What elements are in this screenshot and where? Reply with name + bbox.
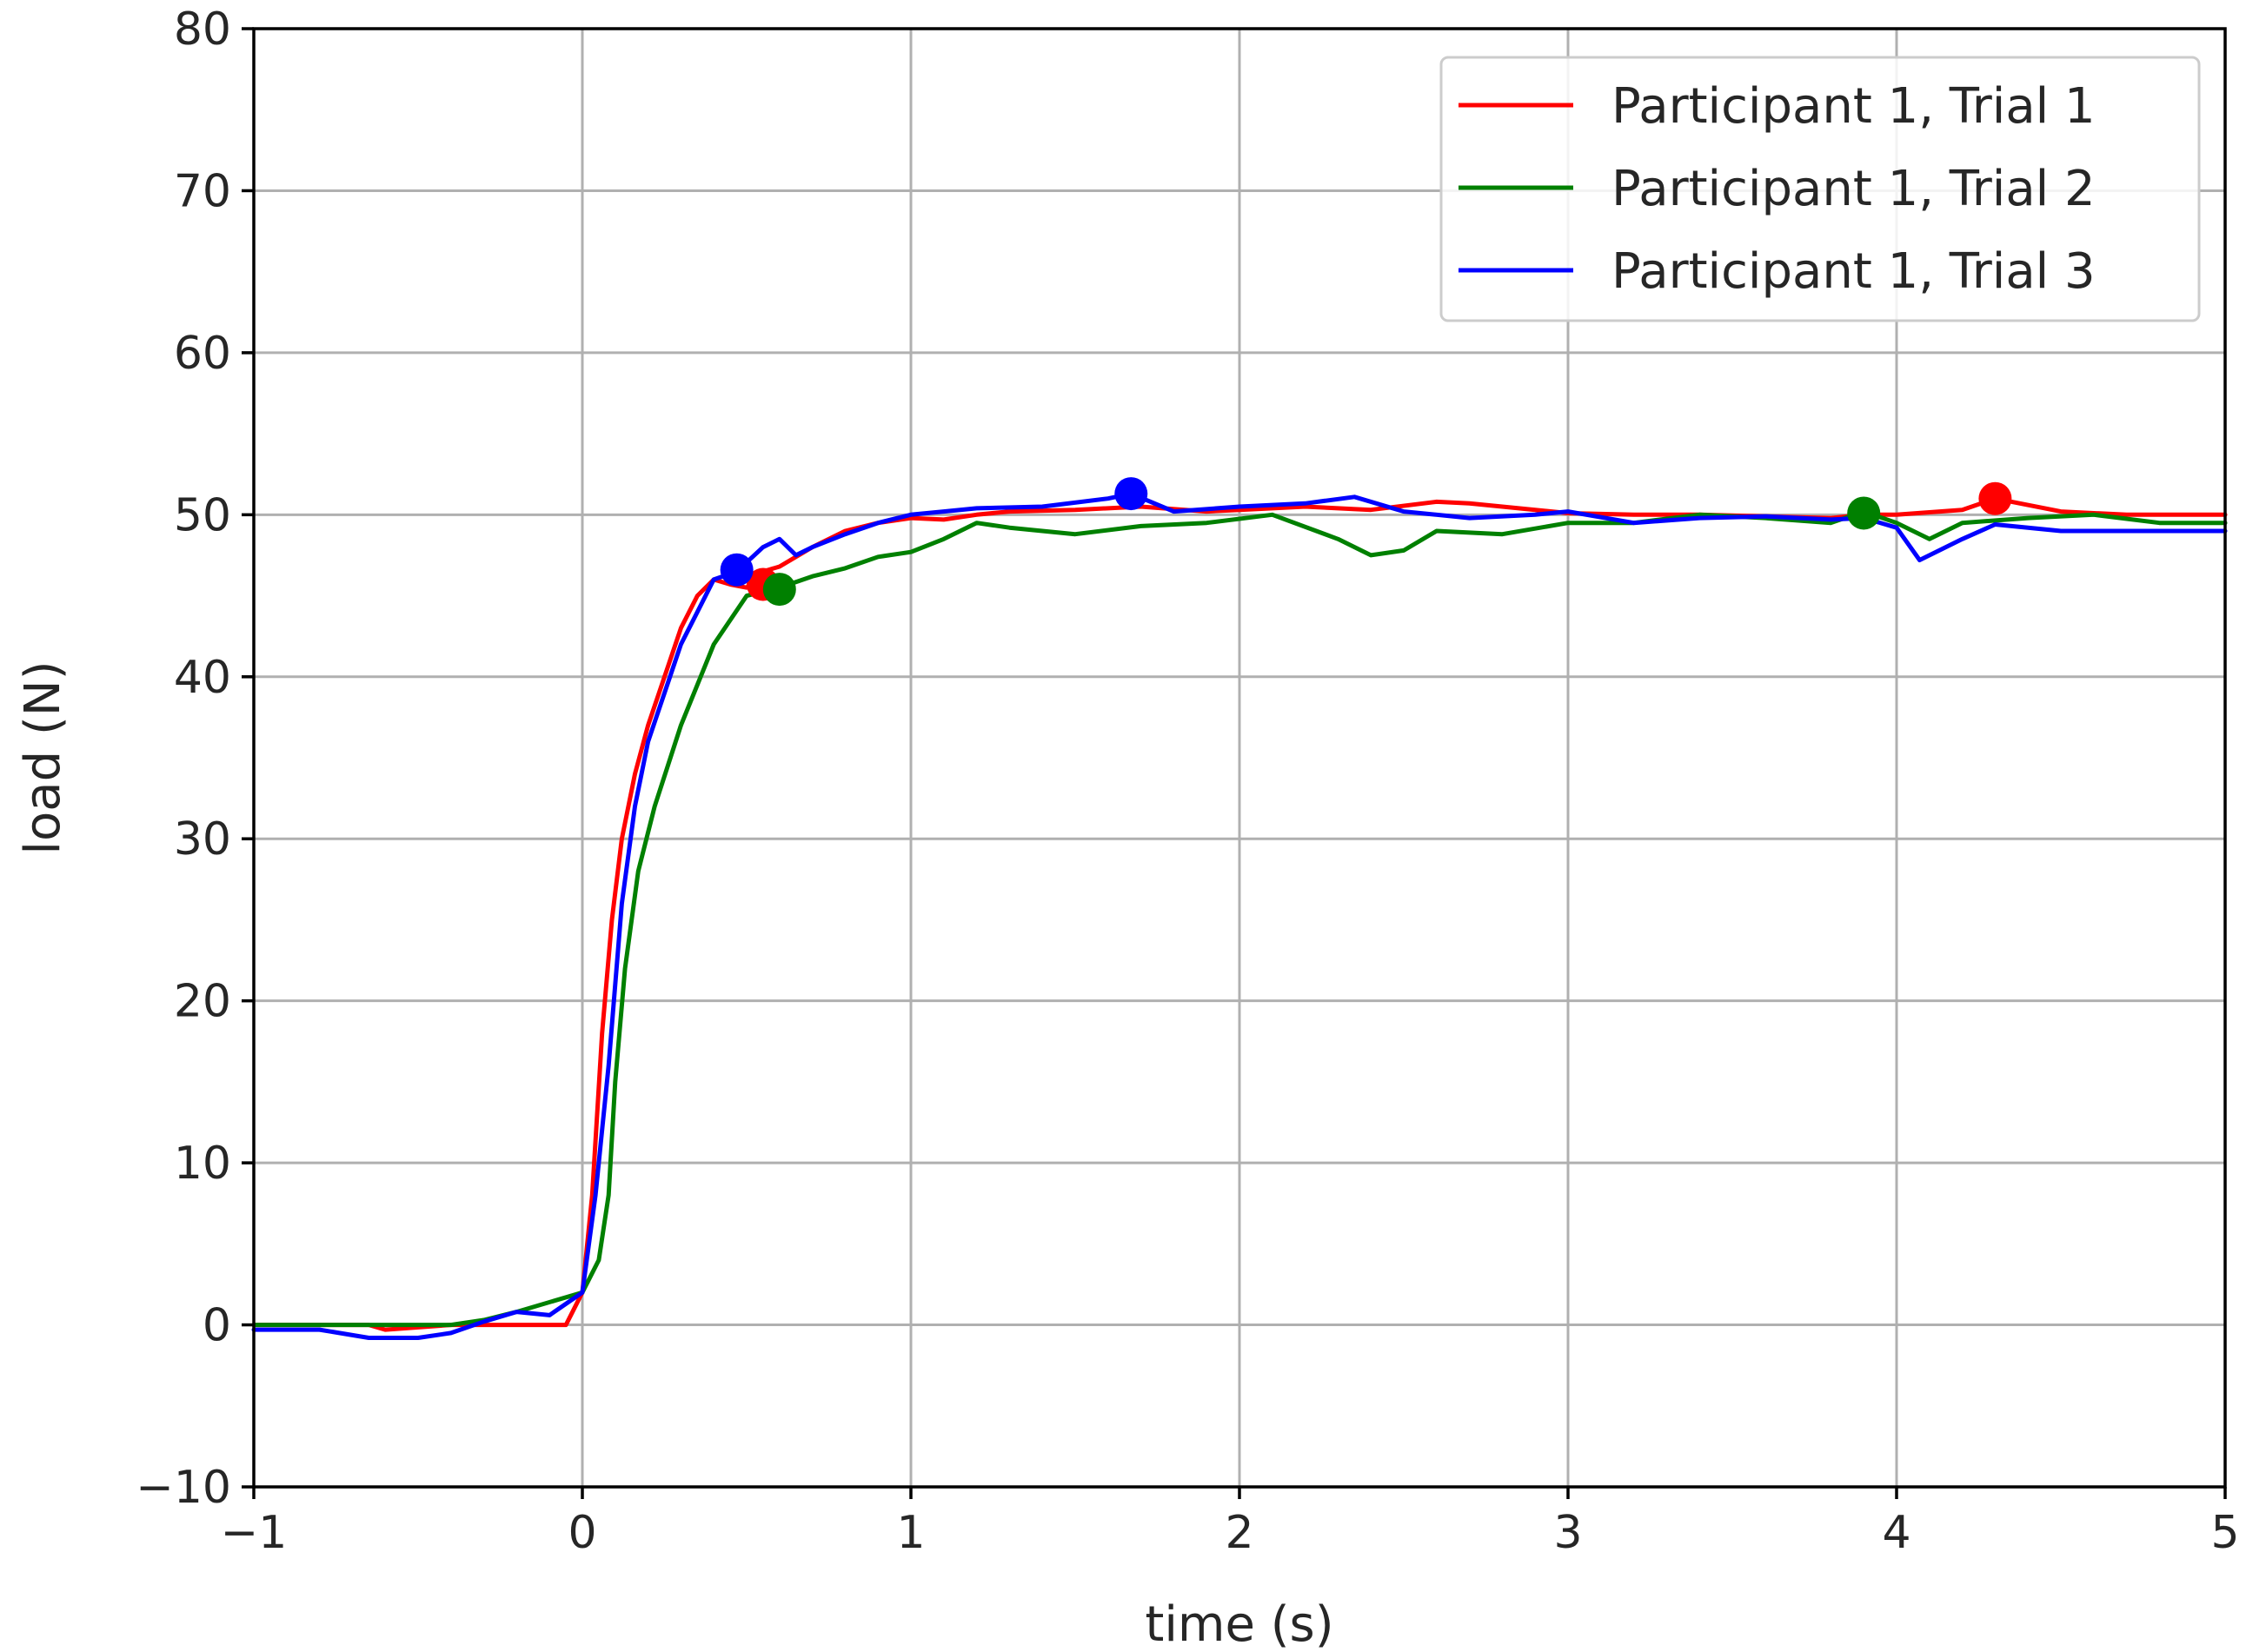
x-axis-label: time (s) — [1145, 1596, 1333, 1652]
series-markers — [720, 477, 2012, 607]
y-tick-label: 60 — [174, 328, 231, 380]
marker-trial-1-2 — [1978, 481, 2012, 515]
y-tick-label: 80 — [174, 3, 231, 56]
y-tick-label: 50 — [174, 489, 231, 541]
marker-trial-2-1 — [762, 573, 796, 607]
x-tick-label: 4 — [1882, 1507, 1910, 1559]
x-tick-label: 3 — [1553, 1507, 1582, 1559]
legend-box — [1439, 56, 2201, 322]
legend-label: Participant 1, Trial 3 — [1611, 243, 2096, 300]
marker-trial-3-1 — [720, 553, 754, 587]
y-tick-label: 20 — [174, 976, 231, 1028]
x-tick-label: 0 — [568, 1507, 596, 1559]
x-tick-label: −1 — [221, 1507, 288, 1559]
series-line-trial-3 — [251, 491, 2228, 1340]
legend: Participant 1, Trial 1 Participant 1, Tri… — [1439, 56, 2201, 322]
y-tick-label: 40 — [174, 652, 231, 704]
y-tick-label: 10 — [174, 1138, 231, 1190]
marker-trial-3-2 — [1114, 477, 1148, 511]
y-tick-label: 30 — [174, 813, 231, 866]
marker-trial-2-2 — [1847, 496, 1881, 530]
y-tick-label: 0 — [203, 1300, 231, 1352]
legend-label: Participant 1, Trial 2 — [1611, 161, 2096, 217]
y-tick-label: 70 — [174, 165, 231, 217]
legend-label: Participant 1, Trial 1 — [1611, 78, 2096, 135]
y-tick-label: −10 — [136, 1462, 231, 1514]
x-tick-label: 2 — [1225, 1507, 1253, 1559]
x-tick-label: 1 — [896, 1507, 925, 1559]
x-tick-label: 5 — [2210, 1507, 2239, 1559]
y-axis-label: load (N) — [15, 660, 71, 854]
